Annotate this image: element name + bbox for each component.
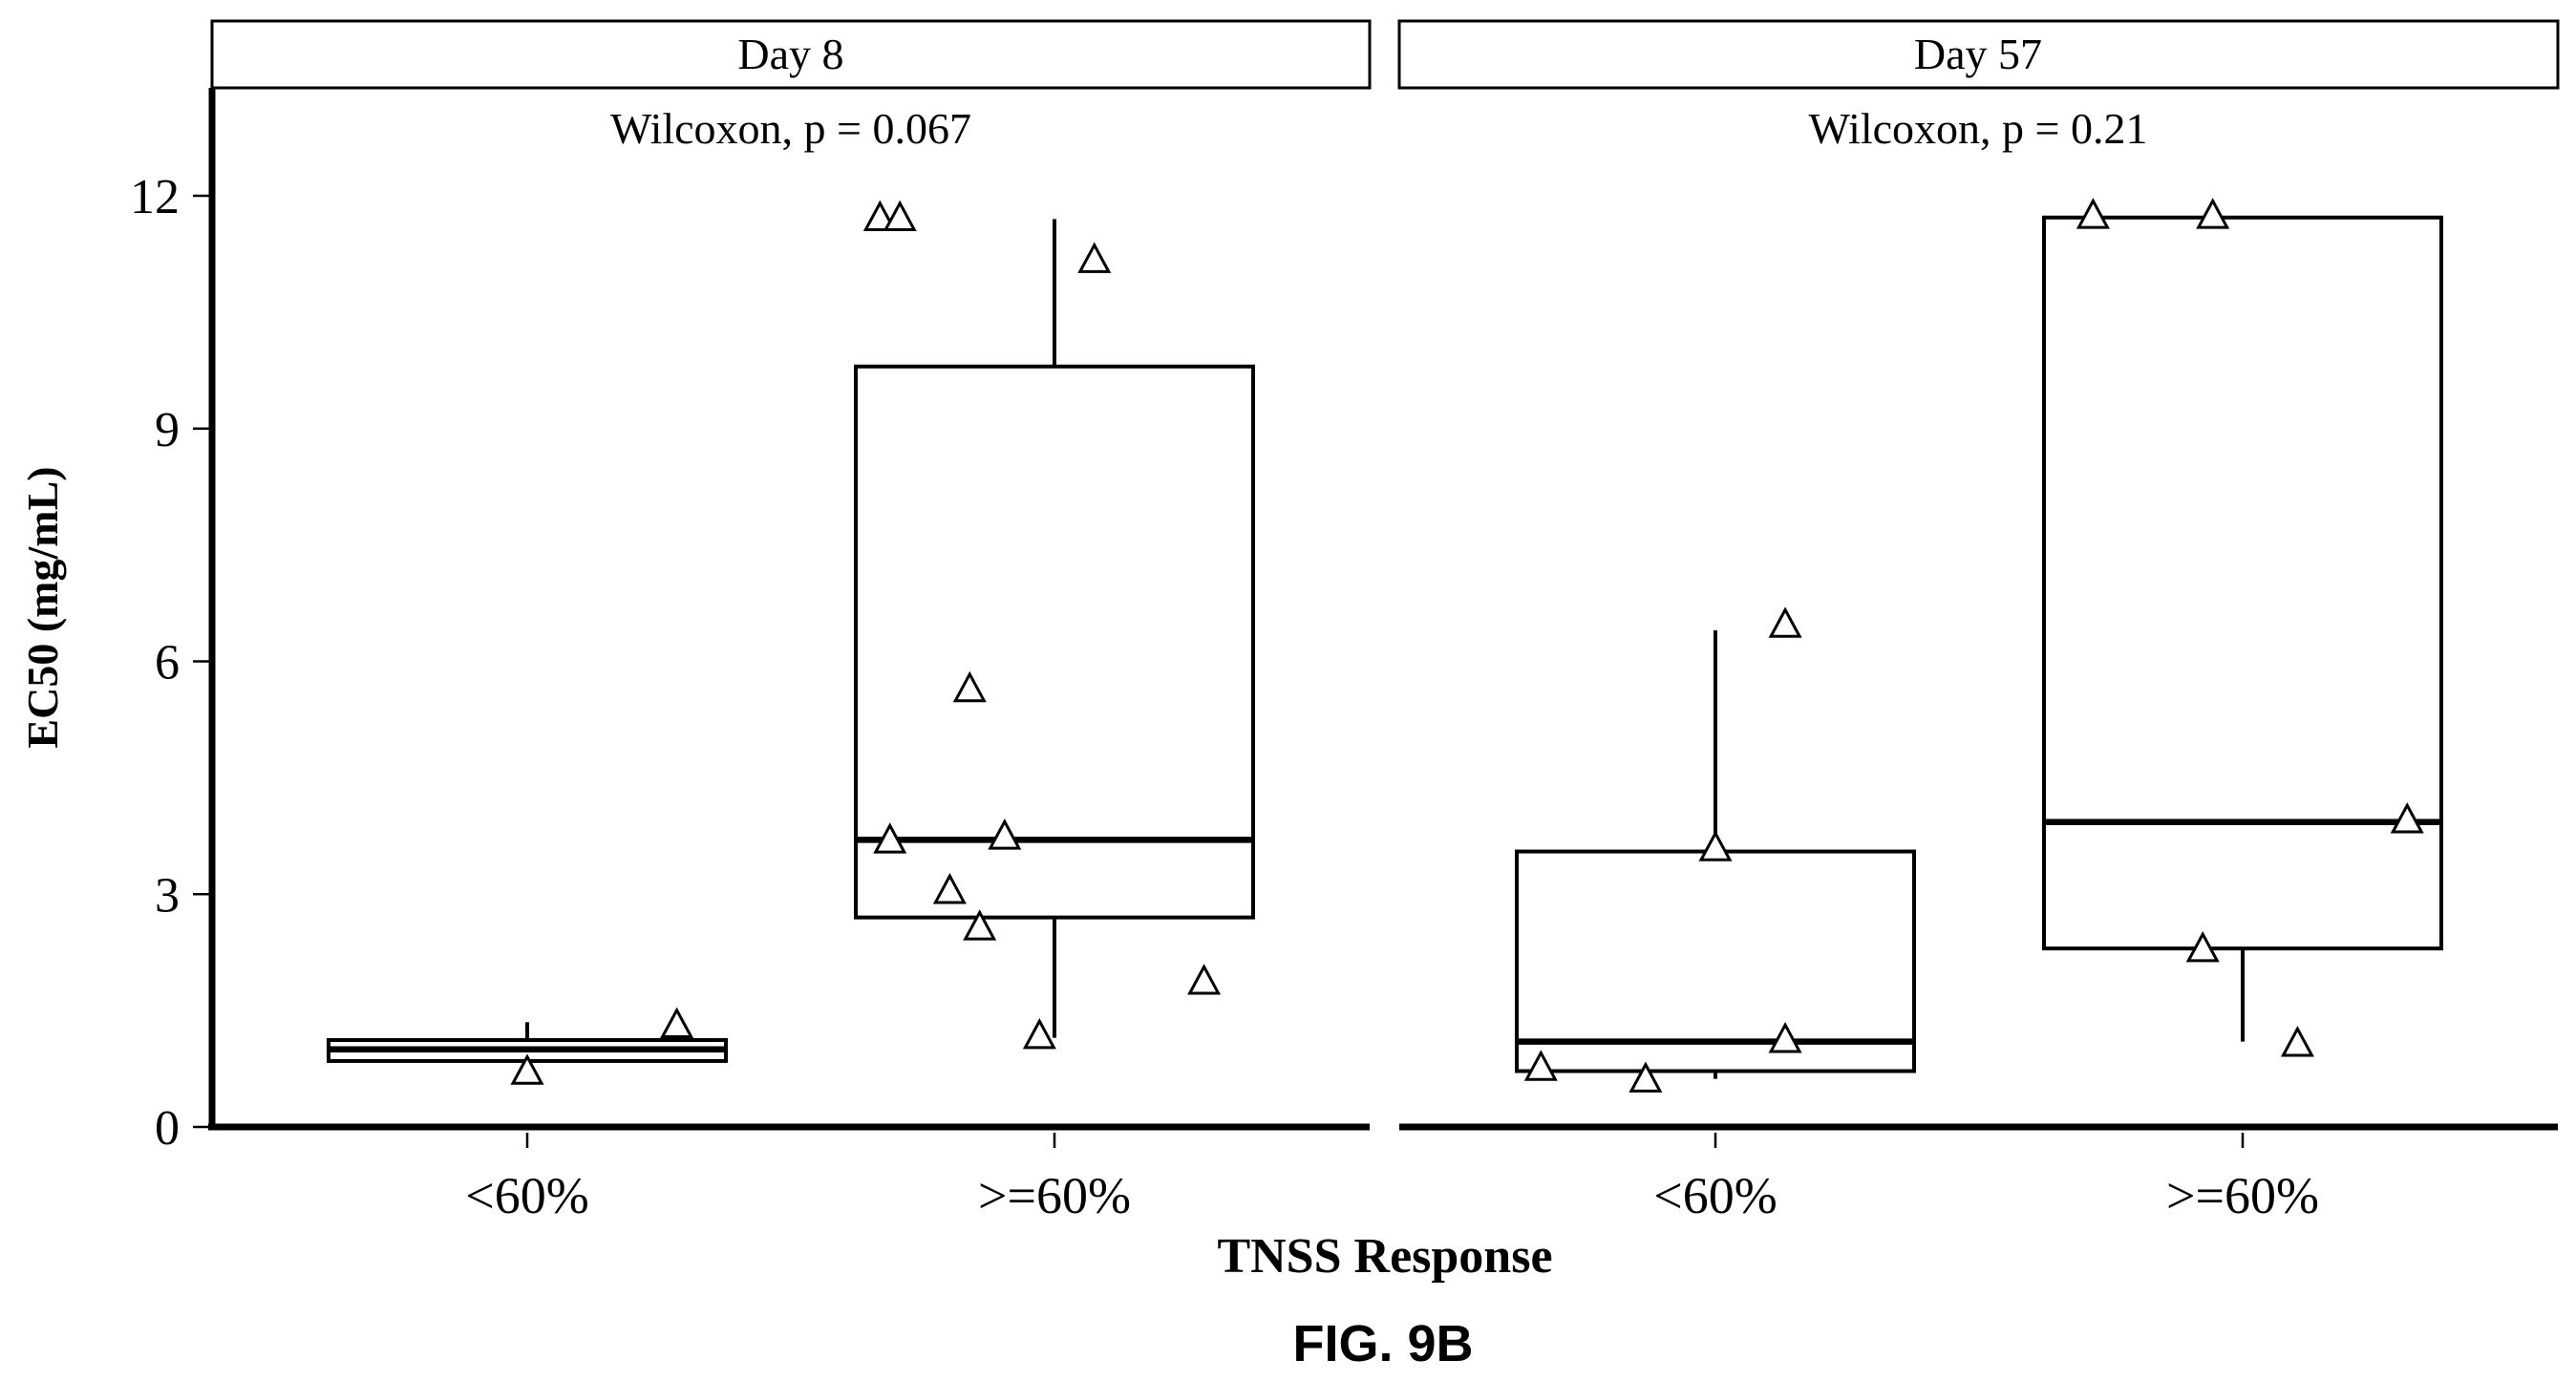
y-tick-label: 12 bbox=[130, 170, 180, 224]
y-axis-title: EC50 (mg/mL) bbox=[18, 466, 67, 748]
box-ge60 bbox=[854, 364, 1255, 920]
data-point-lt60 bbox=[1768, 1022, 1802, 1053]
data-point-lt60 bbox=[1698, 830, 1733, 861]
data-point-ge60 bbox=[883, 200, 917, 231]
wilcoxon-annotation-day57: Wilcoxon, p = 0.21 bbox=[1809, 104, 2148, 153]
y-tick-label: 3 bbox=[155, 868, 180, 923]
panel-day8: Day 8 Wilcoxon, p = 0.067 <60% >=60% bbox=[208, 19, 1372, 1224]
panel-strip-day8 bbox=[210, 19, 1372, 90]
data-point-lt60 bbox=[1629, 1061, 1663, 1093]
y-tick-label: 9 bbox=[155, 403, 180, 457]
wilcoxon-annotation-day8: Wilcoxon, p = 0.067 bbox=[610, 104, 971, 153]
panel-strip-label-day57: Day 57 bbox=[1914, 30, 2042, 78]
y-axis: 0 3 6 9 12 bbox=[130, 170, 212, 1156]
box-ge60 bbox=[2042, 215, 2443, 951]
figure-label: FIG. 9B bbox=[1292, 1315, 1473, 1372]
data-point-ge60 bbox=[2280, 1026, 2314, 1057]
data-point-ge60 bbox=[862, 200, 897, 231]
data-point-lt60 bbox=[510, 1053, 544, 1085]
box-lt60 bbox=[1515, 849, 1916, 1073]
data-point-ge60 bbox=[2076, 198, 2110, 229]
x-tick-label-day8-lt60: <60% bbox=[465, 1167, 588, 1224]
data-point-ge60 bbox=[2196, 198, 2230, 229]
data-point-ge60 bbox=[1187, 964, 1222, 995]
panel-marks-day57 bbox=[1515, 198, 2443, 1093]
x-tick-label-day57-lt60: <60% bbox=[1653, 1167, 1777, 1224]
x-tick-label-day57-ge60: >=60% bbox=[2166, 1167, 2319, 1224]
data-point-lt60 bbox=[1523, 1050, 1558, 1081]
panel-day57: Day 57 Wilcoxon, p = 0.21 <60% >=60% bbox=[1397, 19, 2560, 1224]
y-tick-label: 6 bbox=[155, 636, 180, 690]
data-point-ge60 bbox=[952, 670, 987, 703]
x-tick-label-day8-ge60: >=60% bbox=[978, 1167, 1131, 1224]
panel-strip-label-day8: Day 8 bbox=[737, 30, 843, 78]
data-point-lt60 bbox=[660, 1007, 694, 1038]
data-point-ge60 bbox=[873, 822, 907, 854]
data-point-ge60 bbox=[963, 909, 997, 941]
data-point-ge60 bbox=[2185, 930, 2220, 963]
panel-strip-day57 bbox=[1397, 19, 2560, 90]
panel-marks-day8 bbox=[327, 200, 1255, 1085]
data-point-ge60 bbox=[1022, 1017, 1056, 1050]
data-point-lt60 bbox=[1768, 606, 1802, 638]
data-point-ge60 bbox=[932, 873, 967, 904]
data-point-ge60 bbox=[1077, 242, 1112, 273]
y-tick-label: 0 bbox=[155, 1101, 180, 1156]
data-point-ge60 bbox=[2390, 802, 2424, 834]
data-point-ge60 bbox=[988, 818, 1022, 850]
x-axis-title: TNSS Response bbox=[1217, 1229, 1552, 1284]
